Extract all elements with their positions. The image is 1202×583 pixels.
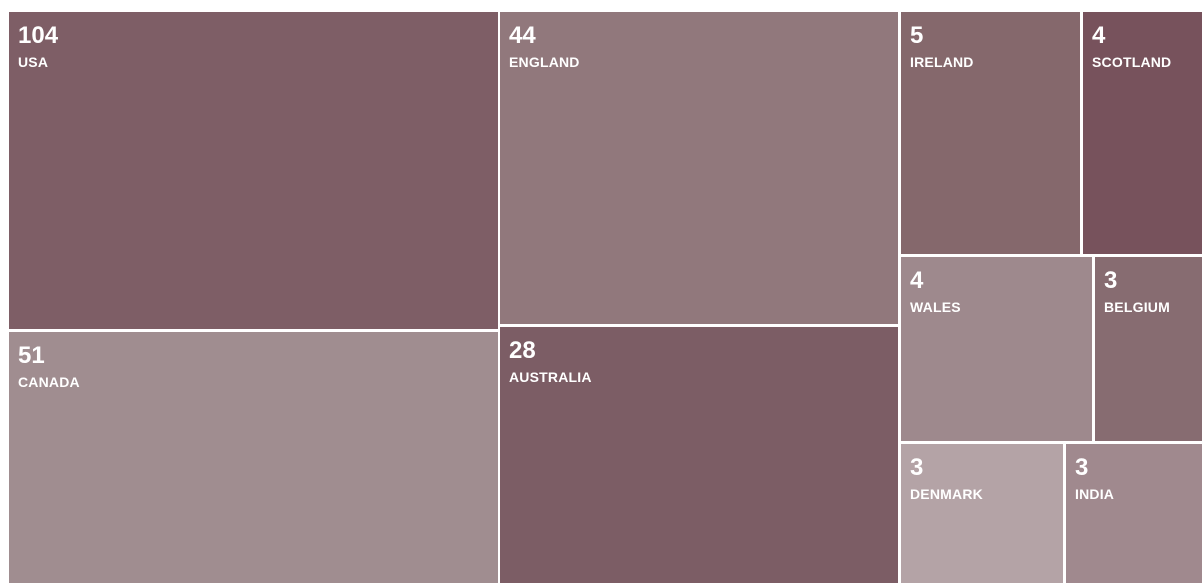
cell-value: 28: [509, 337, 536, 364]
cell-label: AUSTRALIA: [509, 369, 592, 385]
cell-value: 5: [910, 22, 924, 49]
cell-value: 3: [910, 454, 924, 481]
cell-value: 3: [1075, 454, 1089, 481]
treemap-cell-denmark[interactable]: 3 DENMARK: [901, 444, 1063, 583]
treemap-cell-ireland[interactable]: 5 IRELAND: [901, 12, 1080, 254]
treemap-cell-canada[interactable]: 51 CANADA: [9, 332, 498, 583]
cell-label: USA: [18, 54, 49, 70]
cell-label: ENGLAND: [509, 54, 580, 70]
cell-label: CANADA: [18, 374, 80, 390]
cell-label: BELGIUM: [1104, 299, 1170, 315]
cell-value: 44: [509, 22, 536, 49]
treemap-cell-belgium[interactable]: 3 BELGIUM: [1095, 257, 1202, 441]
treemap-cell-usa[interactable]: 104 USA: [9, 12, 498, 329]
cell-label: SCOTLAND: [1092, 54, 1172, 70]
treemap-cell-scotland[interactable]: 4 SCOTLAND: [1083, 12, 1202, 254]
cell-label: IRELAND: [910, 54, 974, 70]
cell-value: 51: [18, 342, 45, 369]
treemap-cell-wales[interactable]: 4 WALES: [901, 257, 1092, 441]
treemap-cell-england[interactable]: 44 ENGLAND: [500, 12, 898, 324]
cell-label: INDIA: [1075, 486, 1115, 502]
treemap-cell-india[interactable]: 3 INDIA: [1066, 444, 1202, 583]
cell-value: 104: [18, 22, 59, 49]
cell-label: WALES: [910, 299, 961, 315]
cell-value: 4: [910, 267, 924, 294]
cell-value: 4: [1092, 22, 1106, 49]
treemap-cell-australia[interactable]: 28 AUSTRALIA: [500, 327, 898, 583]
cell-label: DENMARK: [910, 486, 983, 502]
cell-value: 3: [1104, 267, 1118, 294]
